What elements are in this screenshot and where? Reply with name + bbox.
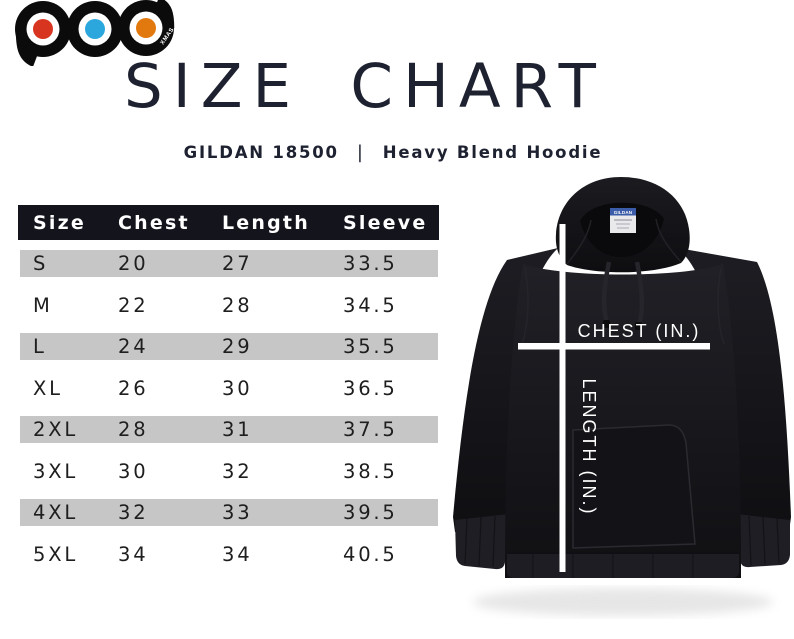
chest-label: CHEST (IN.) <box>578 321 701 341</box>
cell-chest: 32 <box>118 501 149 524</box>
gildan-neck-tag: GILDAN <box>610 208 636 233</box>
measurement-guides: CHEST (IN.) LENGTH (IN.) <box>518 224 710 572</box>
length-label: LENGTH (IN.) <box>579 378 599 515</box>
cell-length: 29 <box>222 335 253 358</box>
brand-logo: XMAS <box>6 0 176 67</box>
header-chest: Chest <box>118 211 190 234</box>
size-table-header: Size Chest Length Sleeve <box>18 205 439 240</box>
subtitle-brand: GILDAN 18500 <box>183 143 339 162</box>
cell-sleeve: 35.5 <box>343 335 398 358</box>
cell-chest: 22 <box>118 293 149 317</box>
cell-sleeve: 38.5 <box>343 459 398 483</box>
cell-sleeve: 39.5 <box>343 501 398 524</box>
hood-drawstrings <box>601 261 645 330</box>
cell-chest: 26 <box>118 376 149 400</box>
table-row: 2XL 28 31 37.5 <box>20 416 438 443</box>
cell-length: 34 <box>222 542 253 566</box>
cell-size: 2XL <box>33 418 79 441</box>
table-row: 4XL 32 33 39.5 <box>20 499 438 526</box>
cell-length: 30 <box>222 376 253 400</box>
logo-letter-d: XMAS <box>118 0 176 56</box>
table-row: S 20 27 33.5 <box>20 250 438 277</box>
hoodie-figure: GILDAN CHEST (IN.) LENGTH (IN.) <box>443 172 793 635</box>
subtitle-separator: | <box>356 142 365 163</box>
chest-measure-line <box>518 343 710 350</box>
cell-chest: 34 <box>118 542 149 566</box>
hoodie-left-sleeve <box>453 248 558 570</box>
hoodie-seams <box>521 267 725 345</box>
logo-dot-orange <box>136 18 156 38</box>
header-sleeve: Sleeve <box>343 211 428 234</box>
cell-size: L <box>33 335 47 358</box>
hoodie-hem <box>507 552 739 578</box>
cell-chest: 24 <box>118 335 149 358</box>
header-length: Length <box>222 211 310 234</box>
cell-sleeve: 33.5 <box>343 252 398 275</box>
cell-size: 5XL <box>33 542 79 566</box>
page-subtitle: GILDAN 18500 | Heavy Blend Hoodie <box>184 142 603 163</box>
table-row: XL 26 30 36.5 <box>20 375 438 402</box>
cell-chest: 28 <box>118 418 149 441</box>
cell-sleeve: 36.5 <box>343 376 398 400</box>
cell-length: 28 <box>222 293 253 317</box>
cell-chest: 30 <box>118 459 149 483</box>
cell-size: 4XL <box>33 501 79 524</box>
size-table: Size Chest Length Sleeve S 20 27 33.5 M … <box>18 205 439 568</box>
cell-sleeve: 37.5 <box>343 418 398 441</box>
cell-size: 3XL <box>33 459 79 483</box>
hoodie-left-cuff <box>455 514 509 570</box>
logo-dot-blue <box>85 19 105 39</box>
logo-letter-o <box>67 1 123 57</box>
table-row: 5XL 34 34 40.5 <box>20 541 438 568</box>
cell-sleeve: 40.5 <box>343 542 398 566</box>
length-measure-line <box>559 224 566 572</box>
logo-letter-p <box>15 1 71 67</box>
logo-dot-red <box>33 19 53 39</box>
hoodie-illustration: GILDAN CHEST (IN.) LENGTH (IN.) <box>453 177 791 616</box>
cell-size: M <box>33 293 53 317</box>
table-row: 3XL 30 32 38.5 <box>20 458 438 485</box>
cell-size: XL <box>33 376 63 400</box>
cell-length: 33 <box>222 501 253 524</box>
tag-blue-band <box>610 208 636 216</box>
header-size: Size <box>33 211 86 234</box>
cell-length: 32 <box>222 459 253 483</box>
table-row: M 22 28 34.5 <box>20 292 438 319</box>
cell-length: 31 <box>222 418 253 441</box>
pod-logo-icon: XMAS <box>15 0 176 67</box>
tag-brand-text: GILDAN <box>614 210 632 215</box>
size-table-body: S 20 27 33.5 M 22 28 34.5 L 24 29 35.5 X… <box>18 250 439 568</box>
cell-size: S <box>33 252 49 275</box>
cell-chest: 20 <box>118 252 149 275</box>
hoodie-hood: GILDAN <box>555 177 690 330</box>
cell-sleeve: 34.5 <box>343 293 398 317</box>
hoodie-pocket <box>572 424 696 549</box>
hoodie-shadow <box>473 588 773 616</box>
table-row: L 24 29 35.5 <box>20 333 438 360</box>
cell-length: 27 <box>222 252 253 275</box>
subtitle-product: Heavy Blend Hoodie <box>382 143 603 162</box>
page-title: SIZE CHART <box>124 51 606 122</box>
